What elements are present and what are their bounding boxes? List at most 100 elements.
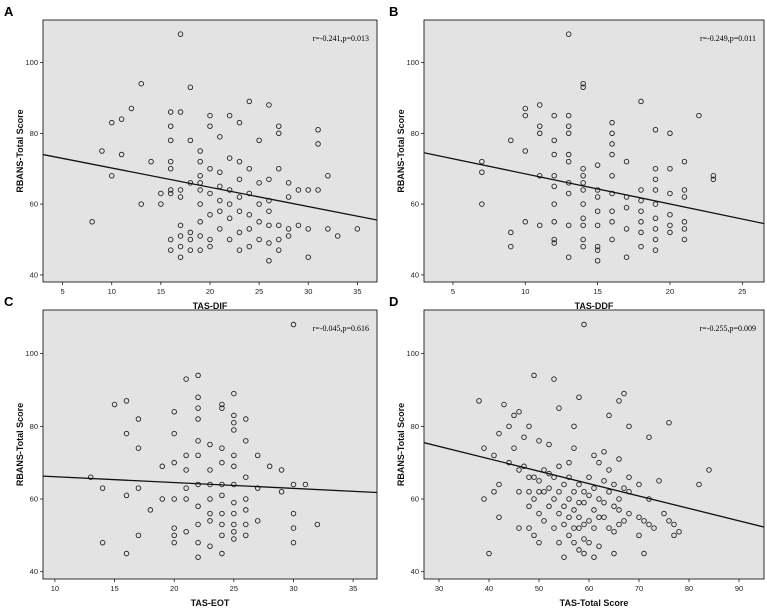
- data-point: [236, 247, 243, 253]
- data-point: [278, 489, 285, 495]
- data-point: [652, 215, 659, 222]
- data-point: [556, 510, 562, 517]
- data-point: [285, 180, 292, 186]
- data-point: [167, 109, 174, 115]
- data-point: [606, 489, 612, 495]
- data-point: [195, 452, 201, 459]
- data-point: [536, 123, 543, 129]
- data-point: [566, 532, 572, 539]
- data-point: [666, 419, 672, 426]
- x-tick-label: 5: [61, 287, 65, 296]
- y-tick-label: 40: [30, 270, 38, 279]
- data-point: [217, 197, 223, 204]
- data-point: [565, 123, 572, 129]
- data-point: [246, 243, 253, 250]
- data-point: [546, 441, 552, 448]
- data-point: [207, 441, 213, 448]
- data-point: [159, 463, 166, 470]
- y-tick-label: 80: [411, 129, 419, 138]
- data-point: [681, 194, 688, 200]
- data-point: [609, 151, 615, 158]
- data-point: [195, 539, 201, 546]
- data-point: [508, 229, 514, 236]
- x-tick-label: 10: [108, 287, 116, 296]
- data-point: [290, 539, 297, 546]
- data-point: [623, 226, 630, 232]
- data-point: [508, 137, 514, 144]
- data-point: [656, 478, 662, 484]
- data-point: [226, 201, 233, 207]
- data-point: [565, 112, 572, 119]
- x-axis-label: TAS-Total Score: [560, 598, 629, 608]
- data-point: [89, 219, 95, 225]
- regression-line: [424, 152, 764, 225]
- data-point: [243, 438, 249, 444]
- data-point: [580, 201, 586, 207]
- data-point: [243, 532, 249, 539]
- data-point: [256, 201, 262, 207]
- data-point: [123, 550, 130, 557]
- data-point: [246, 226, 253, 232]
- data-point: [501, 401, 507, 408]
- y-tick-label: 80: [30, 422, 38, 431]
- x-tick-label: 40: [485, 584, 493, 593]
- data-point: [581, 536, 587, 542]
- data-point: [254, 485, 261, 491]
- data-point: [636, 532, 642, 539]
- data-point: [609, 208, 615, 214]
- data-point: [516, 409, 522, 415]
- data-point: [87, 474, 94, 480]
- data-point: [226, 155, 233, 161]
- data-point: [646, 434, 652, 440]
- data-point: [580, 165, 586, 172]
- data-point: [334, 233, 341, 239]
- x-tick-label: 10: [521, 287, 529, 296]
- x-tick-label: 30: [304, 287, 312, 296]
- data-point: [623, 254, 630, 260]
- data-point: [652, 127, 659, 133]
- x-axis-label: TAS-DDF: [575, 301, 614, 311]
- data-point: [231, 419, 237, 426]
- data-point: [661, 510, 667, 517]
- data-point: [195, 416, 201, 422]
- data-point: [138, 80, 144, 87]
- data-point: [167, 123, 174, 129]
- data-point: [197, 187, 203, 193]
- data-point: [266, 176, 272, 183]
- data-point: [496, 430, 502, 437]
- x-tick-label: 10: [51, 584, 59, 593]
- data-point: [276, 247, 282, 253]
- data-point: [123, 430, 130, 437]
- data-point: [586, 492, 592, 499]
- data-point: [596, 496, 602, 502]
- data-point: [183, 376, 189, 382]
- data-point: [243, 521, 249, 528]
- data-point: [177, 31, 184, 37]
- data-point: [522, 105, 529, 112]
- data-point: [561, 481, 567, 488]
- panel-letter: B: [389, 4, 398, 19]
- data-point: [536, 102, 543, 108]
- data-point: [243, 507, 249, 513]
- data-point: [231, 412, 237, 419]
- data-point: [183, 467, 189, 473]
- data-point: [256, 219, 262, 225]
- data-point: [254, 518, 261, 524]
- panel-letter: C: [4, 294, 14, 309]
- data-point: [566, 514, 572, 520]
- data-point: [571, 445, 577, 451]
- data-point: [667, 165, 673, 172]
- y-tick-label: 60: [411, 495, 419, 504]
- x-tick-label: 25: [230, 584, 238, 593]
- data-point: [536, 539, 542, 546]
- data-point: [551, 173, 557, 179]
- data-point: [266, 102, 272, 108]
- data-point: [536, 130, 543, 137]
- data-point: [594, 194, 601, 200]
- data-point: [652, 165, 659, 172]
- correlation-annotation: r=-0.249,p=0.011: [700, 34, 756, 43]
- data-point: [565, 130, 572, 137]
- data-point: [481, 496, 487, 502]
- data-point: [571, 539, 577, 546]
- data-point: [197, 233, 203, 239]
